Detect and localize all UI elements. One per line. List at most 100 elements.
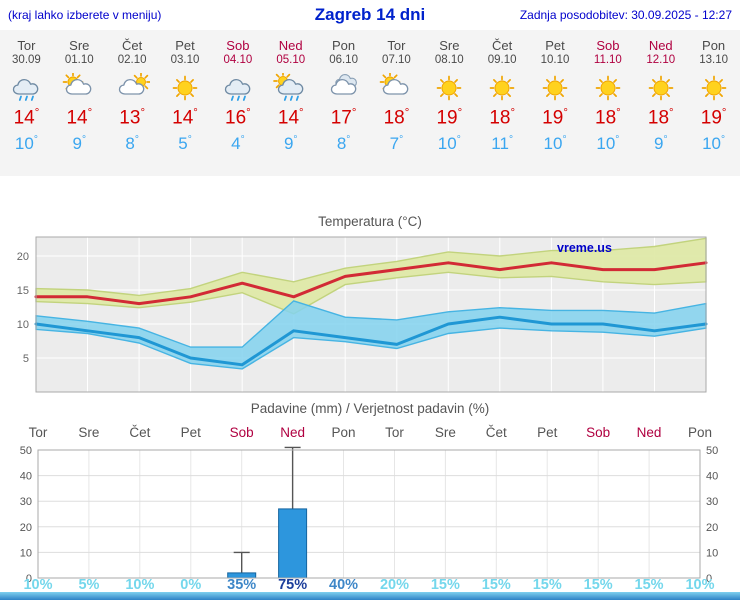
temp-max: 19°	[700, 107, 727, 129]
temp-min: 10°	[702, 134, 726, 154]
day-date: 12.10	[646, 54, 676, 66]
day-column-tor-07.10[interactable]: Tor 07.10 18° 7°	[370, 30, 423, 176]
precip-plot-bg	[38, 450, 700, 578]
precip-ytick-left: 0	[26, 573, 32, 585]
temp-max: 14°	[66, 107, 93, 129]
precip-day-label: Pon	[331, 425, 356, 440]
day-column-čet-02.10[interactable]: Čet 02.10 13° 8°	[106, 30, 159, 176]
day-column-sob-04.10[interactable]: Sob 04.10 16° 4°	[211, 30, 264, 176]
temp-ytick-label: 5	[23, 353, 29, 365]
max-temperature-line	[34, 261, 708, 306]
precip-probability: 15%	[430, 577, 460, 593]
precip-ytick-right: 30	[706, 496, 718, 508]
sun-icon	[476, 73, 529, 105]
day-name: Tor	[17, 38, 36, 53]
sun-icon	[634, 73, 687, 105]
location-menu-hint: (kraj lahko izberete v meniju)	[8, 8, 162, 22]
rain-glyph	[224, 78, 251, 101]
day-date: 03.10	[170, 54, 200, 66]
precip-day-labels: Tor Sre Čet Pet Sob Ned Pon Tor Sre Čet Pet Sob Ned P…	[0, 425, 740, 441]
rain-sun-icon	[264, 71, 317, 105]
temp-max: 14°	[13, 107, 40, 129]
precip-day-label: Sre	[434, 425, 456, 440]
sun-icon	[581, 73, 634, 105]
day-name: Sre	[69, 38, 90, 53]
sun-glyph	[595, 75, 621, 101]
precip-probability-row: 10% 5% 10% 0% 35% 75% 40% 20% 15% 15% 15% 15% 15% 10%	[0, 578, 740, 594]
day-column-pet-10.10[interactable]: Pet 10.10 19° 10°	[529, 30, 582, 176]
sun-cloud-icon	[53, 71, 106, 105]
day-column-ned-05.10[interactable]: Ned 05.10 14° 9°	[264, 30, 317, 176]
day-column-sre-01.10[interactable]: Sre 01.10 14° 9°	[53, 30, 106, 176]
day-column-pet-03.10[interactable]: Pet 03.10 14° 5°	[159, 30, 212, 176]
precip-day-label: Sob	[229, 425, 254, 440]
precip-probability: 15%	[481, 577, 511, 593]
sun-cloud-glyph	[380, 71, 409, 95]
rain-sun-glyph	[272, 71, 304, 101]
temp-ytick-label: 10	[17, 319, 29, 331]
precip-day-label: Čet	[129, 425, 151, 440]
precip-day-label: Sre	[78, 425, 100, 440]
watermark-link[interactable]: vreme.us	[557, 241, 612, 255]
temp-min: 10°	[437, 134, 461, 154]
day-date: 08.10	[434, 54, 464, 66]
day-date: 05.10	[276, 54, 306, 66]
precip-day-label: Tor	[385, 425, 404, 440]
temp-max: 13°	[119, 107, 145, 129]
day-date: 07.10	[382, 54, 411, 66]
temp-ytick-label: 15	[17, 285, 29, 297]
precip-ytick-right: 20	[706, 522, 718, 534]
temp-min: 10°	[596, 134, 620, 154]
day-column-čet-09.10[interactable]: Čet 09.10 18° 11°	[476, 30, 529, 176]
sun-cloud-glyph	[62, 71, 92, 95]
day-date: 30.09	[12, 54, 41, 66]
precip-ytick-left: 40	[20, 471, 32, 483]
sun-icon	[529, 73, 582, 105]
temp-min: 5°	[178, 134, 192, 154]
temp-plot-border	[35, 236, 707, 393]
day-column-ned-12.10[interactable]: Ned 12.10 18° 9°	[634, 30, 687, 176]
forecast-strip: Tor 30.09 14° 10° Sre 01.10 14° 9° Čet 02.10 13° 8°…	[0, 30, 740, 176]
precipitation-chart: 0 0 10 10 20 20 30 30 40 40 50 50	[20, 445, 719, 585]
rain-icon	[211, 73, 264, 105]
day-column-pon-13.10[interactable]: Pon 13.10 19° 10°	[687, 30, 740, 176]
temp-min: 8°	[125, 134, 139, 154]
precip-day-label: Tor	[28, 425, 48, 440]
temp-min: 9°	[653, 134, 668, 154]
cloud-sun-icon	[106, 72, 159, 105]
precip-ytick-right: 50	[706, 445, 718, 457]
precip-probability: 40%	[329, 577, 359, 593]
temp-min: 9°	[283, 134, 298, 154]
day-name: Pet	[545, 38, 565, 53]
precip-probability: 10%	[23, 577, 53, 593]
day-column-sob-11.10[interactable]: Sob 11.10 18° 10°	[581, 30, 634, 176]
day-name: Sob	[596, 38, 620, 53]
temp-max: 14°	[172, 107, 198, 129]
day-name: Sre	[439, 38, 460, 53]
temp-max: 17°	[330, 107, 357, 129]
sun-icon	[687, 73, 740, 105]
precip-probability: 15%	[634, 577, 664, 593]
temp-min: 4°	[231, 134, 245, 154]
precip-ytick-left: 30	[20, 496, 32, 508]
precip-probability: 0%	[180, 577, 202, 593]
precip-day-label: Sob	[586, 425, 611, 440]
day-column-tor-30.09[interactable]: Tor 30.09 14° 10°	[0, 30, 53, 176]
precip-day-label: Čet	[485, 425, 507, 440]
day-name: Pon	[702, 38, 726, 53]
precip-bar	[278, 508, 308, 579]
day-name: Čet	[492, 38, 513, 53]
temp-max: 19°	[436, 107, 463, 129]
temp-max: 18°	[489, 107, 516, 129]
precip-probability: 75%	[278, 577, 308, 593]
temp-max: 18°	[647, 107, 674, 129]
precip-ytick-right: 10	[706, 547, 718, 559]
day-column-pon-06.10[interactable]: Pon 06.10 17° 8°	[317, 30, 370, 176]
sun-icon	[423, 73, 476, 105]
day-date: 01.10	[64, 54, 94, 66]
day-name: Pet	[175, 38, 195, 53]
sun-glyph	[542, 75, 568, 101]
day-column-sre-08.10[interactable]: Sre 08.10 19° 10°	[423, 30, 476, 176]
page-title: Zagreb 14 dni	[314, 5, 426, 24]
